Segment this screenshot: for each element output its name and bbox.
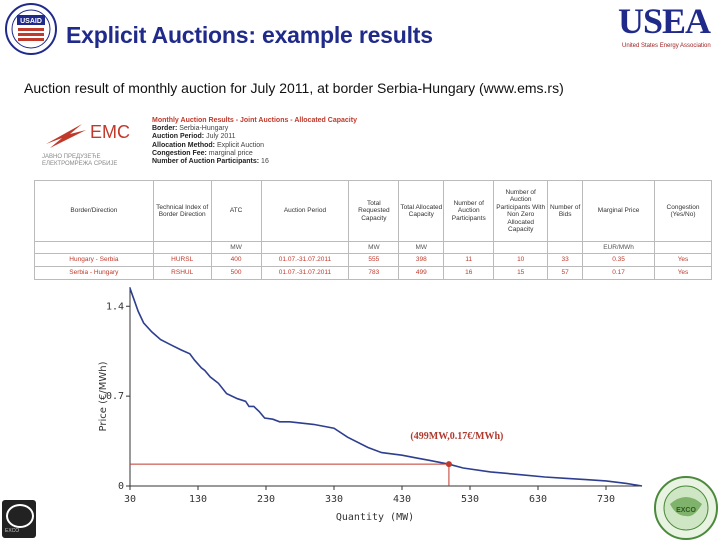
y-tick-label: 1.4 [106, 301, 124, 312]
x-tick-label: 630 [529, 494, 547, 505]
table-unit-cell: MW [348, 241, 400, 254]
lightning-icon [46, 124, 86, 148]
table-row: Serbia - Hungary RSHUL 500 01.07.-31.07.… [34, 266, 713, 280]
corner-logo-text: EXCO [5, 528, 20, 534]
x-tick-label: 130 [189, 494, 207, 505]
table-unit-cell [547, 241, 584, 254]
border-label: Border: [152, 125, 178, 133]
svg-text:USAID: USAID [20, 18, 42, 25]
marginal-point [445, 461, 452, 468]
exco-seal-logo: EXCO [654, 476, 718, 540]
method-value: Explicit Auction [216, 141, 265, 149]
seal-text: EXCO [676, 507, 696, 514]
table-cell: 57 [547, 266, 584, 280]
usea-logo: USEA United States Energy Association [618, 2, 718, 52]
table-units-row: MW MW MW EUR/MWh [34, 241, 713, 254]
table-unit-cell [443, 241, 495, 254]
table-cell: 0.35 [582, 253, 655, 267]
table-unit-cell: EUR/MWh [582, 241, 655, 254]
table-cell: 01.07.-31.07.2011 [260, 253, 350, 267]
table-unit-cell [152, 241, 212, 254]
table-unit-cell: MW [210, 241, 262, 254]
table-header-cell: Number of Auction Participants With Non … [493, 180, 549, 242]
table-cell: 15 [493, 266, 549, 280]
table-cell: 01.07.-31.07.2011 [260, 266, 350, 280]
x-tick-label: 530 [461, 494, 479, 505]
supply-curve-chart: 0 0.7 1.4 30 130 230 330 430 530 630 730 Quantity (… [98, 287, 643, 523]
exco-corner-logo: EXCO [2, 500, 36, 538]
participants-value: 16 [261, 158, 269, 166]
fee-label: Congestion Fee: [152, 149, 207, 157]
table-cell: 500 [210, 266, 262, 280]
x-axis-label: Quantity (MW) [336, 512, 414, 523]
table-cell: Hungary - Serbia [34, 253, 154, 267]
usea-logo-subtext: United States Energy Association [622, 43, 711, 49]
method-label: Allocation Method: [152, 141, 215, 149]
table-cell: 398 [398, 253, 445, 267]
table-unit-cell [34, 241, 154, 254]
table-cell: Serbia - Hungary [34, 266, 154, 280]
y-axis-label: Price (€/MWh) [98, 361, 109, 431]
x-tick-label: 330 [325, 494, 343, 505]
ems-cyrillic-line1: ЈАВНО ПРЕДУЗЕЋЕ [42, 154, 101, 160]
x-tick-label: 430 [393, 494, 411, 505]
slide-title: Explicit Auctions: example results [66, 22, 433, 48]
table-header-cell: Number of Bids [547, 180, 584, 242]
table-cell: HURSL [152, 253, 212, 267]
table-unit-cell [260, 241, 350, 254]
auction-info-heading: Monthly Auction Results - Joint Auctions… [152, 117, 357, 124]
table-header-cell: Technical Index of Border Direction [152, 180, 212, 242]
table-header-row: Border/Direction Technical Index of Bord… [34, 180, 713, 242]
table-header-cell: ATC [210, 180, 262, 242]
table-cell: 10 [493, 253, 549, 267]
table-cell: 555 [348, 253, 400, 267]
x-tick-label: 230 [257, 494, 275, 505]
table-cell: 33 [547, 253, 584, 267]
table-header-cell: Auction Period [260, 180, 350, 242]
table-header-cell: Marginal Price [582, 180, 655, 242]
border-value: Serbia-Hungary [179, 125, 229, 133]
table-header-cell: Number of Auction Participants [443, 180, 495, 242]
usaid-logo: USAID [5, 3, 57, 55]
table-cell: RSHUL [152, 266, 212, 280]
table-unit-cell: MW [398, 241, 445, 254]
period-label: Auction Period: [152, 133, 205, 141]
table-cell: 11 [443, 253, 495, 267]
table-row: Hungary - Serbia HURSL 400 01.07.-31.07.… [34, 253, 713, 267]
marginal-point-label: (499MW,0.17€/MWh) [410, 431, 503, 442]
supply-curve-line [129, 288, 643, 487]
y-tick-label: 0.7 [106, 391, 124, 402]
ems-logo: EMC ЈАВНО ПРЕДУЗЕЋЕ ЕЛЕКТРОМРЕЖА СРБИЈЕ [40, 118, 140, 168]
usea-logo-text: USEA [618, 1, 711, 41]
y-tick-label: 0 [118, 481, 124, 492]
fee-value: marginal price [208, 149, 253, 157]
table-cell: Yes [653, 266, 713, 280]
x-tick-label: 30 [124, 494, 136, 505]
table-header-cell: Congestion (Yes/No) [653, 180, 713, 242]
table-cell: 783 [348, 266, 400, 280]
table-cell: Yes [653, 253, 713, 267]
ems-cyrillic-line2: ЕЛЕКТРОМРЕЖА СРБИЈЕ [42, 161, 118, 167]
table-unit-cell [653, 241, 713, 254]
exco-ring-icon [6, 504, 34, 528]
subtitle: Auction result of monthly auction for Ju… [24, 80, 564, 96]
table-header-cell: Total Allocated Capacity [398, 180, 445, 242]
x-tick-label: 730 [597, 494, 615, 505]
table-cell: 400 [210, 253, 262, 267]
ems-logo-text: EMC [90, 122, 130, 142]
table-header-cell: Border/Direction [34, 180, 154, 242]
period-value: July 2011 [206, 133, 236, 141]
participants-label: Number of Auction Participants: [152, 158, 260, 166]
results-table: Border/Direction Technical Index of Bord… [34, 180, 713, 280]
table-cell: 499 [398, 266, 445, 280]
table-cell: 0.17 [582, 266, 655, 280]
table-cell: 16 [443, 266, 495, 280]
ems-cyrillic-name: ЈАВНО ПРЕДУЗЕЋЕ ЕЛЕКТРОМРЕЖА СРБИЈЕ [42, 154, 117, 168]
auction-info: Monthly Auction Results - Joint Auctions… [152, 117, 357, 166]
table-unit-cell [493, 241, 549, 254]
table-header-cell: Total Requested Capacity [348, 180, 400, 242]
